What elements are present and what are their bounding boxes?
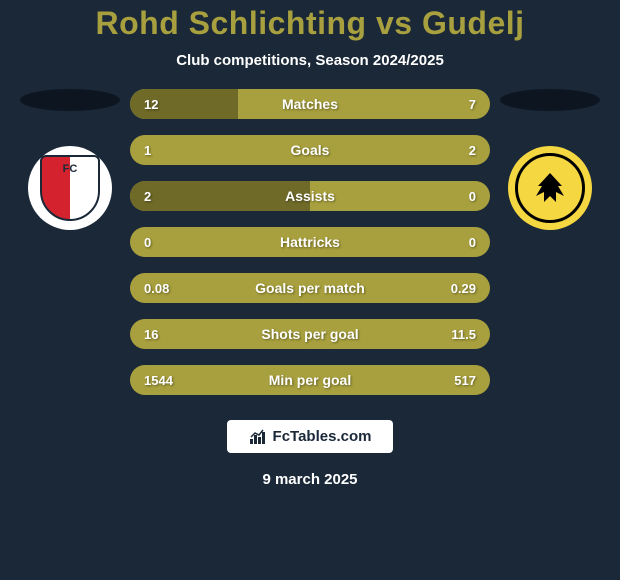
stat-row: 1 Goals 2 [130,135,490,165]
chart-icon [249,429,267,445]
stat-row: 0.08 Goals per match 0.29 [130,273,490,303]
stat-left-value: 12 [144,97,158,112]
comparison-main: 12 Matches 7 1 Goals 2 2 Assists 0 0 Hattricks 0 0.0… [0,89,620,395]
stat-right-value: 0.29 [451,281,476,296]
page-title: Rohd Schlichting vs Gudelj [0,5,620,42]
right-team-logo [508,146,592,230]
date-label: 9 march 2025 [262,471,357,488]
stat-row: 16 Shots per goal 11.5 [130,319,490,349]
stat-row: 12 Matches 7 [130,89,490,119]
stat-right-value: 0 [469,235,476,250]
stat-label: Goals per match [255,280,365,296]
brand-box[interactable]: FcTables.com [227,420,394,453]
stat-right-value: 11.5 [451,327,476,342]
subtitle: Club competitions, Season 2024/2025 [0,52,620,69]
stat-left-value: 2 [144,189,151,204]
stat-right-value: 517 [454,373,476,388]
bar-fill-left [130,181,310,211]
stat-right-value: 7 [469,97,476,112]
stat-left-value: 1544 [144,373,173,388]
stat-label: Hattricks [280,234,340,250]
footer: FcTables.com 9 march 2025 [0,420,620,488]
stat-row: 2 Assists 0 [130,181,490,211]
stat-label: Goals [291,142,330,158]
stat-row: 1544 Min per goal 517 [130,365,490,395]
stat-right-value: 2 [469,143,476,158]
stat-right-value: 0 [469,189,476,204]
brand-label: FcTables.com [273,428,372,445]
stat-left-value: 16 [144,327,158,342]
stat-row: 0 Hattricks 0 [130,227,490,257]
right-team-col [500,89,600,230]
eagle-icon [530,168,570,208]
stat-label: Min per goal [269,372,351,388]
utrecht-shield-icon [40,155,100,221]
stat-left-value: 0.08 [144,281,169,296]
left-team-col [20,89,120,230]
stat-label: Matches [282,96,338,112]
stat-left-value: 1 [144,143,151,158]
stat-label: Shots per goal [261,326,358,342]
left-shadow [20,89,120,111]
stats-bars: 12 Matches 7 1 Goals 2 2 Assists 0 0 Hattricks 0 0.0… [130,89,490,395]
stat-label: Assists [285,188,335,204]
vitesse-inner [515,153,585,223]
stat-left-value: 0 [144,235,151,250]
right-shadow [500,89,600,111]
left-team-logo [28,146,112,230]
